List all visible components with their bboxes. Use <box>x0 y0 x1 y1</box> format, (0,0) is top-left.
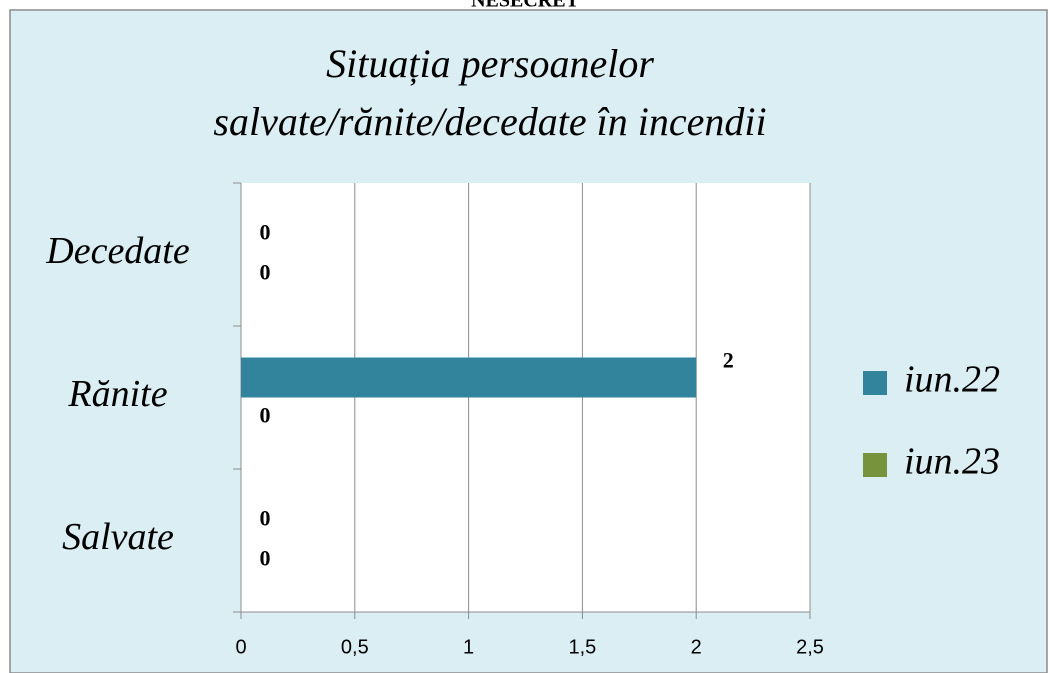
y-tick-label: Rănite <box>67 373 167 415</box>
x-tick-label: 0,5 <box>341 636 369 658</box>
data-label: 0 <box>260 403 271 428</box>
data-label: 0 <box>260 260 271 285</box>
x-tick-label: 1,5 <box>568 636 596 658</box>
x-tick-label: 0 <box>235 636 246 658</box>
y-tick-label: Salvate <box>62 516 174 558</box>
bar <box>241 357 697 398</box>
x-tick-label: 2,5 <box>796 636 824 658</box>
data-label: 0 <box>260 220 271 245</box>
data-label: 0 <box>260 506 271 531</box>
x-tick-label: 2 <box>691 636 702 658</box>
data-label: 0 <box>260 546 271 571</box>
header: NESECRET <box>471 0 579 12</box>
data-label: 2 <box>723 348 734 373</box>
x-tick-label: 1 <box>463 636 474 658</box>
chart-title: Situația persoanelor salvate/rănite/deced… <box>213 41 766 144</box>
legend-swatch <box>863 453 887 477</box>
legend-swatch <box>863 371 887 395</box>
y-tick-label: Decedate <box>45 230 190 272</box>
legend-label: iun.22 <box>904 359 1000 401</box>
legend-label: iun.23 <box>904 441 1000 483</box>
